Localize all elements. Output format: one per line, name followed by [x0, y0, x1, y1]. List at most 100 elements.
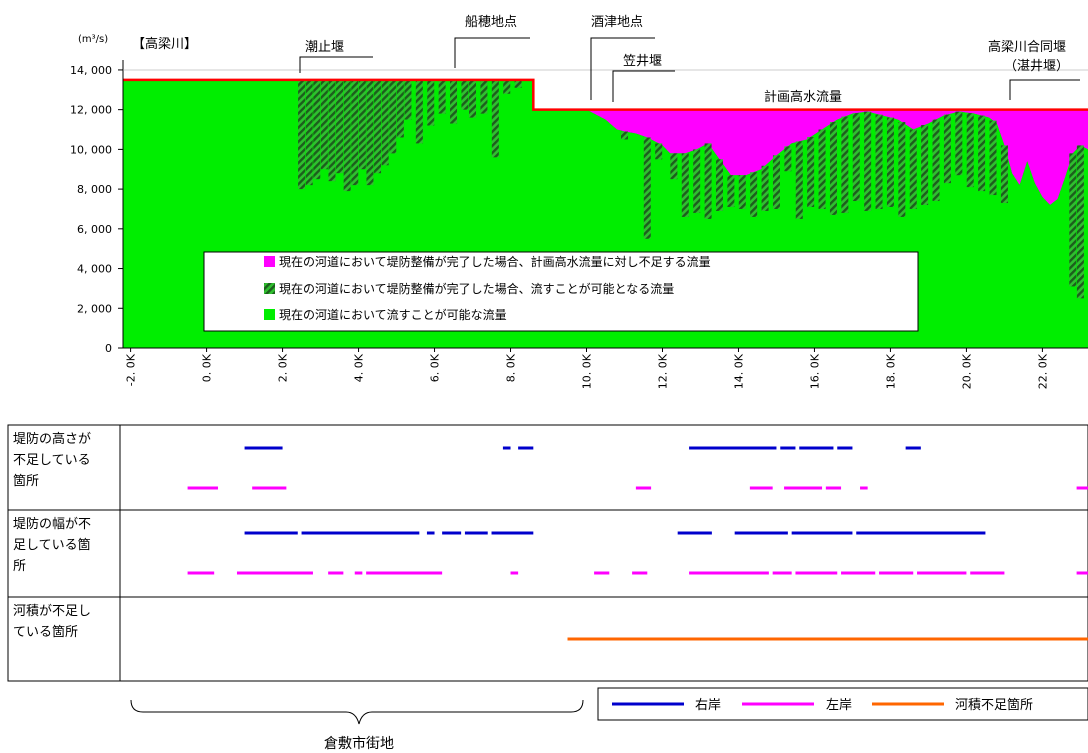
possible-flow-strip-34 [738, 175, 746, 209]
possible-flow-strip-2 [313, 79, 321, 180]
possible-flow-strip-42 [829, 122, 837, 215]
possible-flow-strip-50 [921, 125, 929, 205]
panel-label: 【高梁川】 [132, 36, 197, 52]
landmark-bracket-3 [612, 70, 675, 102]
row-1-label-0: 堤防の幅が不 [13, 516, 91, 532]
y-tick-label-5: 10, 000 [70, 143, 112, 156]
possible-flow-strip-4 [328, 79, 336, 182]
possible-flow-strip-15 [415, 79, 423, 144]
bank-legend-label-right_bank: 右岸 [695, 698, 721, 713]
possible-flow-strip-30 [693, 149, 701, 213]
x-tick-label-12: 22. 0K [1036, 353, 1049, 389]
x-tick-label-3: 4. 0K [353, 353, 366, 382]
legend-label-shortage: 現在の河道において堤防整備が完了した場合、計画高水流量に対し不足する流量 [279, 254, 711, 269]
chart-legend: 現在の河道において堤防整備が完了した場合、計画高水流量に対し不足する流量現在の河… [203, 251, 919, 332]
landmark-bracket-2 [590, 37, 655, 100]
row-0-label-1: 不足している [13, 453, 91, 468]
possible-flow-strip-49 [909, 129, 917, 209]
possible-flow-strip-9 [366, 79, 374, 186]
y-tick-label-1: 2, 000 [77, 302, 112, 315]
possible-flow-strip-25 [620, 131, 628, 140]
possible-flow-strip-39 [795, 141, 803, 219]
bank-legend: 右岸 左岸 河積不足箇所 [597, 687, 1088, 721]
y-unit-label: (m³/s) [78, 34, 108, 45]
plan-flow-line-shape [123, 78, 1088, 111]
y-tick-label-3: 6, 000 [77, 223, 112, 236]
possible-flow-strip-19 [461, 79, 469, 110]
landmark-label-4: 高梁川合同堰 [988, 39, 1066, 55]
plan-flow-label: 計画高水流量 [764, 89, 842, 105]
landmark-label-0: 潮止堰 [305, 40, 344, 55]
possible-flow-strip-41 [818, 129, 826, 209]
y-tick-label-2: 4, 000 [77, 263, 112, 276]
possible-flow-strip-33 [727, 175, 735, 207]
y-tick-label-7: 14, 000 [70, 64, 112, 77]
x-tick-label-10: 18. 0K [884, 353, 897, 389]
possible-flow-strip-7 [351, 79, 359, 186]
y-tick-label-4: 8, 000 [77, 183, 112, 196]
possible-flow-strip-44 [852, 113, 860, 202]
possible-flow-strip-20 [469, 79, 477, 118]
possible-flow-strip-58 [1069, 153, 1077, 287]
possible-flow-strip-3 [320, 79, 328, 170]
x-tick-label-7: 12. 0K [656, 353, 669, 389]
legend-swatch-shortage [264, 256, 275, 267]
landmark-bracket-0 [299, 56, 373, 73]
possible-flow-strip-18 [450, 79, 458, 124]
landmark-label-1: 船穂地点 [465, 15, 517, 30]
possible-flow-strip-59 [1076, 145, 1084, 299]
possible-flow-strip-29 [681, 153, 689, 217]
row-0-label-2: 箇所 [13, 473, 39, 489]
possible-flow-strip-27 [655, 143, 663, 160]
possible-flow-strip-24 [514, 79, 522, 88]
y-tick-labels: 0 2, 000 4, 000 6, 000 8, 000 10, 000 12, 000 1… [70, 64, 123, 355]
possible-flow-strip-0 [298, 79, 306, 190]
row-0-label-0: 堤防の高さが [13, 431, 91, 447]
chart-axes: 0 2, 000 4, 000 6, 000 8, 000 10, 000 12, 000 1… [70, 60, 1088, 389]
plan-flow-line [123, 78, 1088, 111]
possible-flow-strip-8 [358, 79, 366, 170]
possible-flow-strip-57 [1000, 145, 1008, 204]
bank-legend-label-left_bank: 左岸 [826, 698, 852, 713]
possible-flow-strip-6 [343, 79, 351, 192]
possible-flow-strip-12 [389, 79, 397, 154]
possible-flow-strip-53 [955, 111, 963, 176]
possible-flow-strip-48 [898, 122, 906, 217]
landmark-bracket-1 [454, 37, 530, 68]
district-label: 倉敷市街地 [324, 735, 394, 752]
possible-flow-strip-21 [480, 79, 488, 114]
x-tick-labels: -2. 0K 0. 0K 2. 0K 4. 0K 6. 0K 8. 0K 10. 0K 12.… [125, 348, 1049, 389]
x-tick-label-6: 10. 0K [581, 353, 594, 389]
x-tick-label-1: 0. 0K [201, 353, 214, 382]
possible-flow-strip-22 [491, 79, 499, 158]
brace-shape [130, 699, 584, 725]
legend-swatch-capacity [264, 309, 275, 320]
possible-flow-strip-43 [841, 116, 849, 213]
possible-flow-strip-56 [989, 120, 997, 196]
x-tick-label-5: 8. 0K [505, 353, 518, 382]
district-brace: 倉敷市街地 [130, 699, 584, 752]
landmark-bracket-4 [1009, 79, 1080, 100]
x-tick-label-8: 14. 0K [732, 353, 745, 389]
y-tick-label-6: 12, 000 [70, 104, 112, 117]
possible-flow-strip-13 [396, 79, 404, 138]
possible-flow-strip-14 [404, 79, 412, 120]
row-2-label-1: ている箇所 [13, 624, 78, 640]
x-tick-label-2: 2. 0K [277, 353, 290, 382]
possible-flow-strip-28 [670, 153, 678, 180]
row-2-label-0: 河積が不足し [13, 604, 91, 619]
possible-flow-strip-55 [978, 115, 986, 192]
possible-flow-strip-17 [438, 79, 446, 114]
legend-label-hatch: 現在の河道において堤防整備が完了した場合、流すことが可能となる流量 [279, 281, 674, 296]
possible-flow-strip-31 [704, 143, 712, 219]
x-tick-label-4: 6. 0K [429, 353, 442, 382]
possible-flow-strip-26 [643, 137, 651, 239]
landmark-label-3: 笠井堰 [623, 54, 662, 69]
row-1-label-2: 所 [13, 559, 26, 574]
possible-flow-strip-38 [784, 146, 792, 172]
possible-flow-strip-1 [305, 79, 313, 186]
y-tick-label-0: 0 [105, 342, 112, 355]
